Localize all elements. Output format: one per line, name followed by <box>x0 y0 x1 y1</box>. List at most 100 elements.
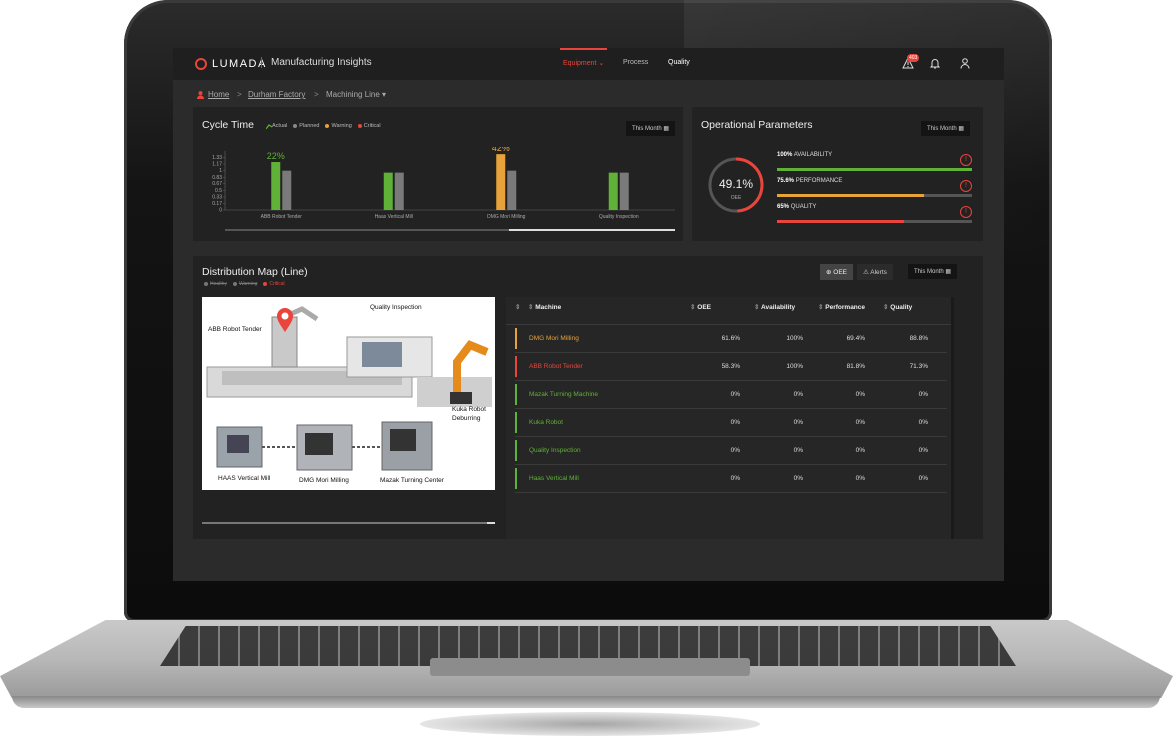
row-machine: Haas Vertical Mill <box>529 475 579 482</box>
row-performance: 0% <box>855 447 865 454</box>
calendar-icon: ▦ <box>958 126 965 132</box>
row-status-bar <box>515 356 517 377</box>
oee-toggle-button[interactable]: ⊕ OEE <box>820 264 853 280</box>
row-quality: 0% <box>918 391 928 398</box>
alert-triangle-icon[interactable] <box>902 57 914 69</box>
row-availability: 100% <box>786 363 803 370</box>
col-availability[interactable]: ⇕ Availability <box>754 304 796 311</box>
performance-info-icon[interactable]: ! <box>960 180 972 192</box>
bar-data-label: 42% <box>492 147 510 153</box>
bell-icon[interactable] <box>929 57 941 69</box>
table-row[interactable]: ABB Robot Tender 58.3% 100% 81.8% 71.3% <box>515 353 947 381</box>
table-row[interactable]: Kuka Robot 0% 0% 0% 0% <box>515 409 947 437</box>
home-icon[interactable] <box>196 90 205 99</box>
row-availability: 0% <box>793 419 803 426</box>
row-availability: 100% <box>786 335 803 342</box>
distribution-title: Distribution Map (Line) <box>202 266 308 278</box>
tab-quality[interactable]: Quality <box>668 59 690 66</box>
col-oee[interactable]: ⇕ OEE <box>690 304 711 311</box>
factory-illustration <box>206 306 492 471</box>
row-performance: 81.8% <box>846 363 865 370</box>
map-label-abb: ABB Robot Tender <box>208 326 262 333</box>
availability-bar-fill <box>777 168 972 171</box>
laptop-lip <box>12 696 1160 708</box>
quality-bar <box>777 220 972 223</box>
row-status-bar <box>515 384 517 405</box>
row-quality: 71.3% <box>909 363 928 370</box>
legend-warning[interactable]: Warning <box>232 281 257 287</box>
quality-metric: 65% QUALITY <box>777 204 817 210</box>
cycle-time-period-button[interactable]: This Month ▦ <box>626 121 676 136</box>
row-status-bar <box>515 468 517 489</box>
row-status-bar <box>515 328 517 349</box>
breadcrumb-line-dropdown[interactable]: Machining Line ▾ <box>326 90 387 99</box>
calendar-icon: ▦ <box>663 126 670 132</box>
alerts-toggle-button[interactable]: ⚠ Alerts <box>857 264 893 280</box>
row-performance: 0% <box>855 419 865 426</box>
table-row[interactable]: Haas Vertical Mill 0% 0% 0% 0% <box>515 465 947 493</box>
y-tick-label: 0 <box>219 208 222 214</box>
bar-data-label: 22% <box>267 151 285 161</box>
chart-scrollbar[interactable] <box>225 229 675 231</box>
col-quality[interactable]: ⇕ Quality <box>883 304 913 311</box>
table-row[interactable]: Mazak Turning Machine 0% 0% 0% 0% <box>515 381 947 409</box>
quality-info-icon[interactable]: ! <box>960 206 972 218</box>
sort-icon[interactable]: ⇕ <box>515 304 521 311</box>
lumada-logo[interactable]: LUMADA <box>195 58 267 70</box>
row-oee: 58.3% <box>721 363 740 370</box>
y-tick-label: 0.5 <box>215 188 222 194</box>
breadcrumb-separator: > <box>314 90 319 99</box>
x-category-label: Quality Inspection <box>599 214 639 220</box>
sort-icon: ⇕ <box>690 304 696 311</box>
table-row[interactable]: DMG Mori Milling 61.6% 100% 69.4% 88.8% <box>515 325 947 353</box>
row-status-bar <box>515 412 517 433</box>
location-pin-icon[interactable] <box>275 307 295 333</box>
row-performance: 0% <box>855 475 865 482</box>
y-tick-label: 0.33 <box>212 195 222 201</box>
top-bar: LUMADA Manufacturing Insights Equipment … <box>173 48 1004 80</box>
operational-parameters-panel: Operational Parameters This Month ▦ 49.1… <box>692 107 983 241</box>
calendar-icon: ▦ <box>945 269 952 275</box>
breadcrumb-home[interactable]: Home <box>208 90 230 99</box>
distribution-period-button[interactable]: This Month ▦ <box>908 264 958 279</box>
machine-table <box>506 297 954 539</box>
tab-process[interactable]: Process <box>623 59 649 66</box>
performance-bar-fill <box>777 194 925 197</box>
actual-bar <box>608 172 618 210</box>
row-machine: Kuka Robot <box>529 419 563 426</box>
table-row[interactable]: Quality Inspection 0% 0% 0% 0% <box>515 437 947 465</box>
row-quality: 0% <box>918 447 928 454</box>
y-tick-label: 0.67 <box>212 181 222 187</box>
col-machine[interactable]: ⇕ Machine <box>528 304 562 311</box>
map-scrollbar-thumb[interactable] <box>487 522 495 524</box>
operational-period-button[interactable]: This Month ▦ <box>921 121 971 136</box>
availability-metric: 100% AVAILABILITY <box>777 152 833 158</box>
x-category-label: DMG Mori Milling <box>487 214 526 220</box>
row-oee: 61.6% <box>721 335 740 342</box>
y-tick-label: 1.33 <box>212 155 222 161</box>
chart-scrollbar-thumb[interactable] <box>509 229 675 231</box>
map-scrollbar[interactable] <box>202 522 495 524</box>
planned-bar <box>619 172 629 210</box>
legend-critical: Critical <box>357 123 381 129</box>
legend-critical[interactable]: Critical <box>263 281 285 287</box>
performance-metric: 75.6% PERFORMANCE <box>777 178 843 184</box>
cycle-time-legend: Actual Planned Warning Critical <box>266 123 381 129</box>
row-machine: DMG Mori Milling <box>529 335 579 342</box>
row-performance: 69.4% <box>846 335 865 342</box>
tab-equipment[interactable]: Equipment ⌄ <box>559 48 608 67</box>
actual-bar <box>383 172 393 210</box>
legend-healthy[interactable]: Healthy <box>204 281 227 287</box>
map-label-kuka: Kuka Robot Deburring <box>452 406 486 422</box>
availability-info-icon[interactable]: ! <box>960 154 972 166</box>
map-label-dmg: DMG Mori Milling <box>299 477 349 484</box>
map-label-mazak: Mazak Turning Center <box>380 477 444 484</box>
table-scrollbar[interactable] <box>951 297 954 539</box>
row-availability: 0% <box>793 447 803 454</box>
breadcrumb-factory[interactable]: Durham Factory <box>248 90 306 99</box>
planned-bar <box>282 170 292 210</box>
col-performance[interactable]: ⇕ Performance <box>818 304 866 311</box>
user-icon[interactable] <box>959 57 971 69</box>
x-category-label: ABB Robot Tender <box>261 214 303 220</box>
